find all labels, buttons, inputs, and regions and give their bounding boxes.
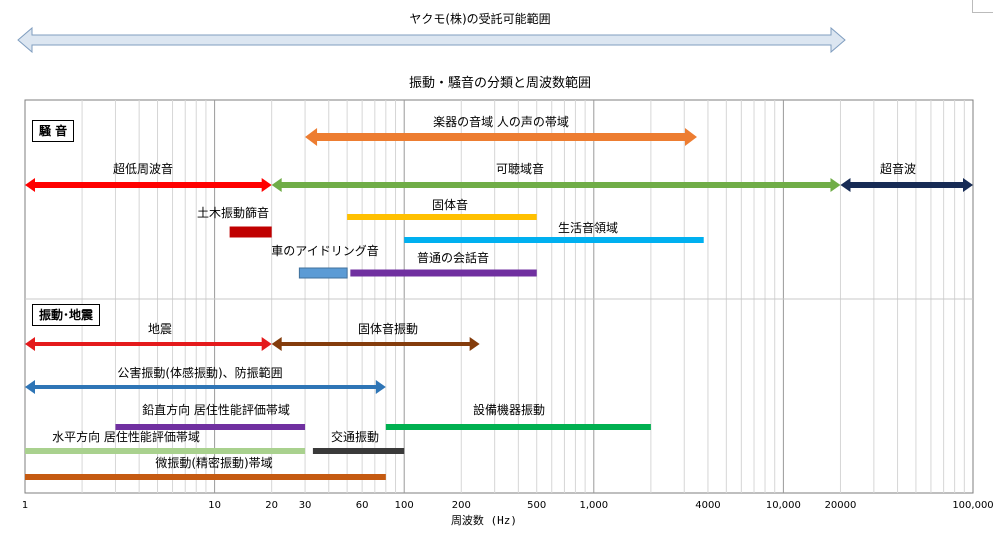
- range-label-4: 固体音: [432, 197, 468, 212]
- range-arrow-2: [271, 178, 841, 192]
- range-label-8: 普通の会話音: [417, 250, 489, 265]
- range-label-13: 設備機器振動: [473, 402, 545, 417]
- range-label-16: 微振動(精密振動)帯域: [155, 455, 272, 470]
- range-label-3: 超音波: [880, 161, 916, 176]
- range-arrow-0: [305, 128, 697, 146]
- x-tick-label: 20000: [825, 500, 857, 511]
- range-bar-6: [404, 237, 704, 243]
- x-tick-label: 1,000: [579, 500, 608, 511]
- range-arrow-9: [25, 337, 272, 351]
- range-box-7: [298, 267, 348, 279]
- range-bar-12: [115, 424, 306, 430]
- x-tick-label: 1: [22, 500, 28, 511]
- range-label-14: 水平方向 居住性能評価帯域: [52, 429, 200, 444]
- x-axis-title: 周波数 (Hz): [450, 514, 518, 527]
- range-arrow-11: [25, 380, 386, 394]
- range-bar-8: [350, 269, 537, 277]
- range-label-5: 土木振動篩音: [197, 205, 269, 220]
- range-label-1: 超低周波音: [113, 161, 173, 176]
- range-arrow-1: [25, 178, 272, 192]
- range-banner-arrow: [17, 26, 846, 54]
- page-corner-mark: [972, 0, 993, 13]
- range-bar-15: [312, 448, 405, 454]
- range-label-11: 公害振動(体感振動)、防振範囲: [117, 365, 282, 380]
- range-bar-13: [385, 424, 651, 430]
- range-bar-4: [347, 214, 537, 220]
- x-tick-label: 500: [527, 500, 546, 511]
- x-tick-label: 20: [265, 500, 278, 511]
- range-arrow-10: [271, 337, 480, 351]
- x-tick-label: 4000: [695, 500, 720, 511]
- x-tick-label: 100,000: [952, 500, 993, 511]
- range-bar-16: [25, 474, 386, 480]
- range-label-10: 固体音振動: [358, 321, 418, 336]
- range-label-7: 車のアイドリング音: [271, 243, 378, 258]
- x-tick-label: 60: [356, 500, 369, 511]
- range-banner-label: ヤクモ(株)の受託可能範囲: [409, 12, 551, 26]
- range-label-2: 可聴域音: [496, 161, 544, 176]
- x-tick-label: 100: [395, 500, 414, 511]
- range-arrow-3: [840, 178, 973, 192]
- chart-title: 振動・騒音の分類と周波数範囲: [408, 76, 591, 91]
- range-label-12: 鉛直方向 居住性能評価帯域: [142, 402, 290, 417]
- x-tick-label: 10: [208, 500, 221, 511]
- range-bar-5: [229, 226, 272, 238]
- range-label-0: 楽器の音域 人の声の帯域: [433, 114, 569, 129]
- section-label-vibration: 振動･地震: [32, 304, 101, 326]
- section-label-noise: 騒 音: [32, 120, 75, 142]
- range-label-15: 交通振動: [331, 429, 379, 444]
- range-label-9: 地震: [148, 322, 172, 336]
- range-label-6: 生活音領域: [558, 220, 618, 235]
- range-bar-14: [25, 448, 306, 454]
- x-tick-label: 200: [452, 500, 471, 511]
- x-tick-label: 10,000: [766, 500, 801, 511]
- x-tick-label: 30: [299, 500, 312, 511]
